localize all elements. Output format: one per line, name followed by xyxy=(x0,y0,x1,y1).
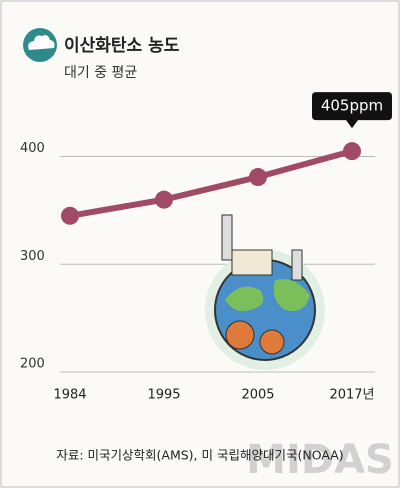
x-tick-label: 1995 xyxy=(147,388,180,403)
chart-title: 이산화탄소 농도 xyxy=(64,36,180,56)
mask xyxy=(259,329,285,355)
y-tick-label: 300 xyxy=(20,249,45,264)
value-label: 405ppm xyxy=(321,97,383,115)
x-tick-label: 2017년 xyxy=(329,388,374,403)
point xyxy=(249,168,267,187)
point xyxy=(155,190,173,209)
y-tick-label: 200 xyxy=(20,357,45,372)
land xyxy=(225,279,310,312)
factory xyxy=(231,249,273,276)
point xyxy=(61,206,79,225)
cloud-icon xyxy=(28,35,55,50)
callout xyxy=(312,92,392,129)
x-tick-label: 1984 xyxy=(53,388,86,403)
chart-subtitle: 대기 중 평균 xyxy=(64,65,137,81)
mask xyxy=(225,320,255,350)
watermark: MIDAS xyxy=(246,437,394,483)
point xyxy=(343,142,361,161)
chimney xyxy=(291,249,303,281)
line xyxy=(69,148,353,219)
earth-illustration xyxy=(205,214,325,370)
chimney xyxy=(221,214,233,261)
x-tick-label: 2005 xyxy=(241,388,274,403)
y-tick-label: 400 xyxy=(20,141,45,156)
source: 자료: 미국기상학회(AMS), 미 국립해양대기국(NOAA) xyxy=(56,448,343,463)
